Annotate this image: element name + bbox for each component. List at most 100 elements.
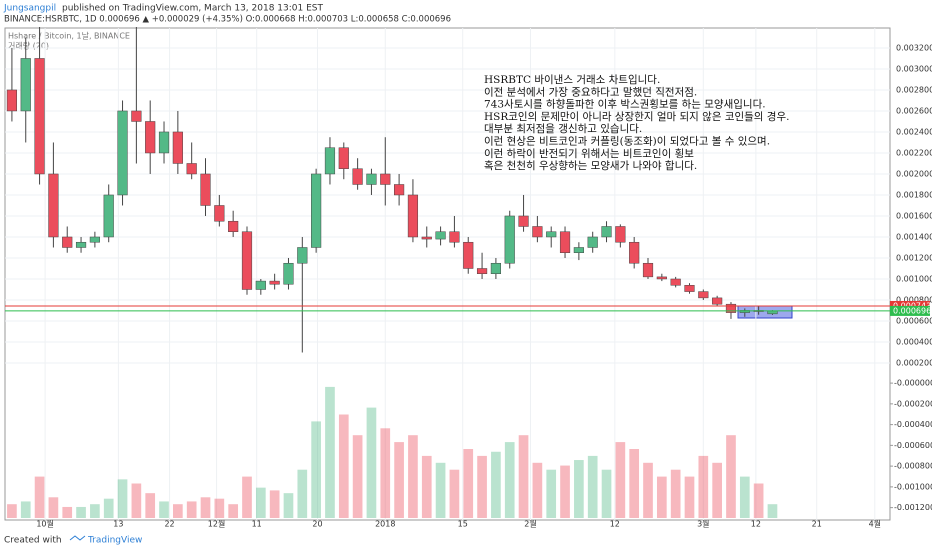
volume-tick-label: -0.000600 <box>894 441 932 450</box>
volume-bar <box>186 501 197 518</box>
x-tick-label: 3월 <box>697 519 709 529</box>
annotation: 743사토시를 하향돌파한 이후 박스권횡보를 하는 모양새입니다. <box>484 98 766 111</box>
candle-body <box>89 236 100 243</box>
candle-body <box>311 173 322 248</box>
volume-tick-label: -0.000400 <box>894 420 932 429</box>
annotation: HSR코인의 문제만이 아니라 상장한지 얼마 되지 않은 코인들의 경우. <box>484 110 789 123</box>
candle-body <box>421 236 432 240</box>
volume-bar <box>117 479 128 518</box>
y-tick-label: 0.000800 <box>896 295 932 304</box>
candle-body <box>103 194 114 238</box>
volume-bar <box>629 449 640 518</box>
annotation: 이전 분석에서 가장 중요하다고 말했던 직전저점. <box>484 85 697 98</box>
volume-bar <box>366 407 377 518</box>
published: published on TradingView.com, March 13, … <box>62 4 323 14</box>
candle-body <box>559 231 571 253</box>
candle-body <box>338 147 349 169</box>
volume-bar <box>380 428 391 518</box>
volume-bar <box>670 469 681 518</box>
volume-bar <box>173 504 183 518</box>
candle-body <box>145 121 156 154</box>
footer-created: Created with <box>4 536 62 546</box>
y-tick-label: 0.002800 <box>896 85 932 94</box>
volume-bar <box>698 455 709 518</box>
annotation: 대부분 최저점을 갱신하고 있습니다. <box>484 122 642 135</box>
volume-bar <box>726 435 736 518</box>
volume-bar <box>739 476 750 518</box>
volume-bar <box>228 504 239 518</box>
candle-body <box>587 236 598 248</box>
candle-body <box>172 131 183 164</box>
candle-body <box>656 276 667 280</box>
volume-tick-label: -0.000800 <box>894 462 932 471</box>
candle-body <box>62 236 73 248</box>
y-tick-label: 0.000600 <box>896 316 932 325</box>
candle-body <box>518 215 529 227</box>
volume-bar <box>435 462 446 518</box>
volume-bar <box>463 449 474 518</box>
candle-body <box>200 173 211 206</box>
candle-body <box>214 205 225 222</box>
candle-body <box>546 231 557 238</box>
candle-body <box>449 231 460 243</box>
x-tick-label: 15 <box>458 520 468 529</box>
y-tick-label: 0.002600 <box>896 106 932 115</box>
volume-bar <box>408 435 418 518</box>
candle-body <box>725 303 737 313</box>
volume-bar <box>601 469 612 518</box>
plot-frame <box>4 27 891 521</box>
volume-bar <box>394 442 404 518</box>
volume-bar <box>560 465 570 518</box>
volume-bar <box>352 435 363 518</box>
candle-body <box>463 241 474 269</box>
candle-body <box>642 262 654 278</box>
candle-body <box>48 173 59 238</box>
author[interactable]: Jungsangpil <box>3 4 56 14</box>
symbol-line: BINANCE:HSRBTC, 1D 0.000696 ▲ +0.000029 … <box>4 15 451 25</box>
candle-body <box>532 226 543 238</box>
y-tick-label: 0.001400 <box>896 232 932 241</box>
candle-body <box>228 220 239 232</box>
volume-bar <box>477 455 487 518</box>
volume-bar <box>546 469 557 518</box>
volume-bar <box>145 493 156 518</box>
annotation: HSRBTC 바이낸스 거래소 차트입니다. <box>484 73 660 86</box>
candle-body <box>615 226 626 243</box>
footer-brand[interactable]: TradingView <box>87 536 142 546</box>
volume-bar <box>297 469 308 518</box>
volume-bar <box>767 504 778 518</box>
candle-body <box>352 168 363 185</box>
candle-body <box>283 262 294 285</box>
candle-body <box>573 247 584 253</box>
candle-body <box>490 262 501 274</box>
candle-body <box>269 280 280 285</box>
x-tick-label: 2월 <box>524 519 536 529</box>
candle-body <box>601 226 612 238</box>
volume-bar <box>587 455 598 518</box>
candle-body <box>6 89 18 112</box>
volume-bar <box>643 462 653 518</box>
pair: Hshare / Bitcoin, 1날, BINANCE <box>8 31 130 41</box>
candle-body <box>684 285 695 292</box>
volume-bar <box>242 476 252 518</box>
candle-body <box>476 268 488 274</box>
y-tick-label: 0.003000 <box>896 64 932 73</box>
volume-bar <box>90 504 100 518</box>
y-tick-label: 0.001200 <box>896 253 932 262</box>
volume-bar <box>325 386 335 518</box>
x-tick-label: 12 <box>610 520 620 529</box>
y-tick-label: 0.001600 <box>896 211 932 220</box>
y-tick-label: 0.003200 <box>896 43 932 52</box>
y-tick-label: 0.002200 <box>896 148 932 157</box>
x-tick-label: 10월 <box>36 519 54 529</box>
candle-body <box>366 173 377 185</box>
y-tick-label: 0.002000 <box>896 169 932 178</box>
candle-body <box>435 231 446 240</box>
volume-bar <box>269 490 280 518</box>
volume-bar <box>62 506 73 518</box>
volume-bar <box>421 455 432 518</box>
candle-body <box>131 110 142 122</box>
candle-body <box>34 58 45 175</box>
volume-bar <box>34 476 45 518</box>
